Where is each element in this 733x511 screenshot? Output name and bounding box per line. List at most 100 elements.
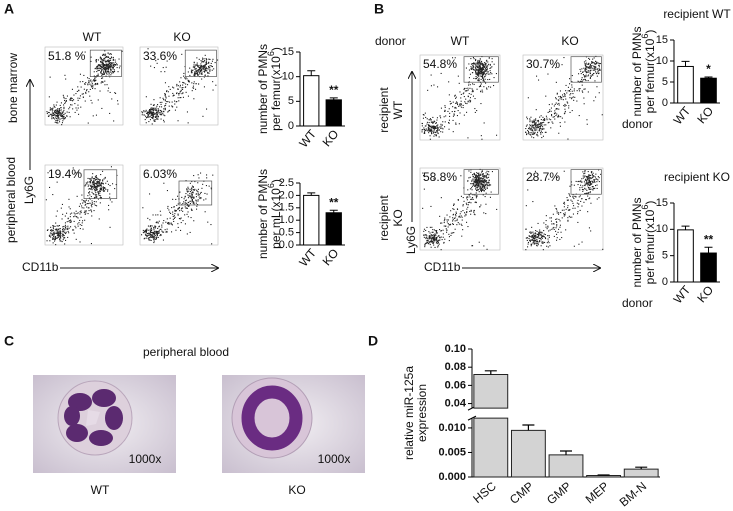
event-dot [537, 236, 539, 238]
event-dot [94, 187, 96, 189]
event-dot [184, 86, 186, 88]
event-dot [474, 98, 476, 100]
event-dot [177, 213, 179, 215]
event-dot [480, 182, 482, 184]
event-dot [199, 70, 201, 72]
event-dot [533, 236, 535, 238]
event-dot [480, 72, 482, 74]
event-dot [485, 65, 487, 67]
event-dot [582, 71, 584, 73]
event-dot [459, 103, 461, 105]
event-dot [430, 129, 432, 131]
event-dot [588, 183, 590, 185]
event-dot [184, 214, 186, 216]
event-dot [423, 228, 425, 230]
event-dot [195, 71, 197, 73]
event-dot [425, 116, 427, 118]
event-dot [48, 96, 50, 98]
event-dot [101, 70, 103, 72]
event-dot [466, 211, 468, 213]
event-dot [489, 78, 491, 80]
event-dot [90, 188, 92, 190]
event-dot [588, 192, 590, 194]
event-dot [203, 58, 205, 60]
event-dot [178, 208, 180, 210]
event-dot [489, 63, 491, 65]
event-dot [465, 87, 467, 89]
event-dot [432, 127, 434, 129]
event-dot [587, 182, 589, 184]
event-dot [540, 245, 542, 247]
flow-plot: 30.7% [522, 54, 604, 141]
event-dot [569, 111, 571, 113]
event-dot [548, 121, 550, 123]
event-dot [191, 196, 193, 198]
event-dot [113, 120, 115, 122]
event-dot [95, 187, 97, 189]
event-dot [427, 89, 429, 91]
event-dot [57, 112, 59, 114]
event-dot [581, 198, 583, 200]
event-dot [82, 228, 84, 230]
event-dot [153, 229, 155, 231]
event-dot [483, 71, 485, 73]
event-dot [587, 80, 589, 82]
event-dot [107, 68, 109, 70]
event-dot [577, 181, 579, 183]
event-dot [196, 57, 198, 59]
event-dot [155, 238, 157, 240]
event-dot [60, 109, 62, 111]
event-dot [156, 230, 158, 232]
event-dot [81, 224, 83, 226]
event-dot [73, 232, 75, 234]
event-dot [472, 175, 474, 177]
event-dot [153, 107, 155, 109]
event-dot [172, 92, 174, 94]
event-dot [77, 212, 79, 214]
event-dot [71, 97, 73, 99]
event-dot [476, 76, 478, 78]
event-dot [427, 127, 429, 129]
event-dot [143, 111, 145, 113]
event-dot [451, 111, 453, 113]
event-dot [434, 233, 436, 235]
event-dot [161, 226, 163, 228]
event-dot [55, 104, 57, 106]
event-dot [107, 56, 109, 58]
event-dot [578, 203, 580, 205]
event-dot [553, 235, 555, 237]
event-dot [480, 69, 482, 71]
event-dot [152, 234, 154, 236]
event-dot [432, 132, 434, 134]
event-dot [102, 74, 104, 76]
event-dot [63, 231, 65, 233]
event-dot [467, 196, 469, 198]
event-dot [191, 193, 193, 195]
event-dot [588, 66, 590, 68]
event-dot [186, 188, 188, 190]
event-dot [432, 116, 434, 118]
event-dot [480, 62, 482, 64]
event-dot [90, 243, 92, 245]
event-dot [462, 197, 464, 199]
event-dot [90, 180, 92, 182]
event-dot [83, 201, 85, 203]
x-tick-label: WT [296, 126, 319, 150]
event-dot [179, 97, 181, 99]
event-dot [596, 86, 598, 88]
event-dot [150, 239, 152, 241]
event-dot [52, 242, 54, 244]
event-dot [85, 91, 87, 93]
event-dot [532, 131, 534, 133]
event-dot [541, 235, 543, 237]
event-dot [583, 97, 585, 99]
event-dot [588, 180, 590, 182]
plot-frame [522, 54, 604, 141]
event-dot [58, 112, 60, 114]
event-dot [195, 68, 197, 70]
event-dot [534, 130, 536, 132]
event-dot [556, 233, 558, 235]
event-dot [434, 127, 436, 129]
event-dot [211, 66, 213, 68]
